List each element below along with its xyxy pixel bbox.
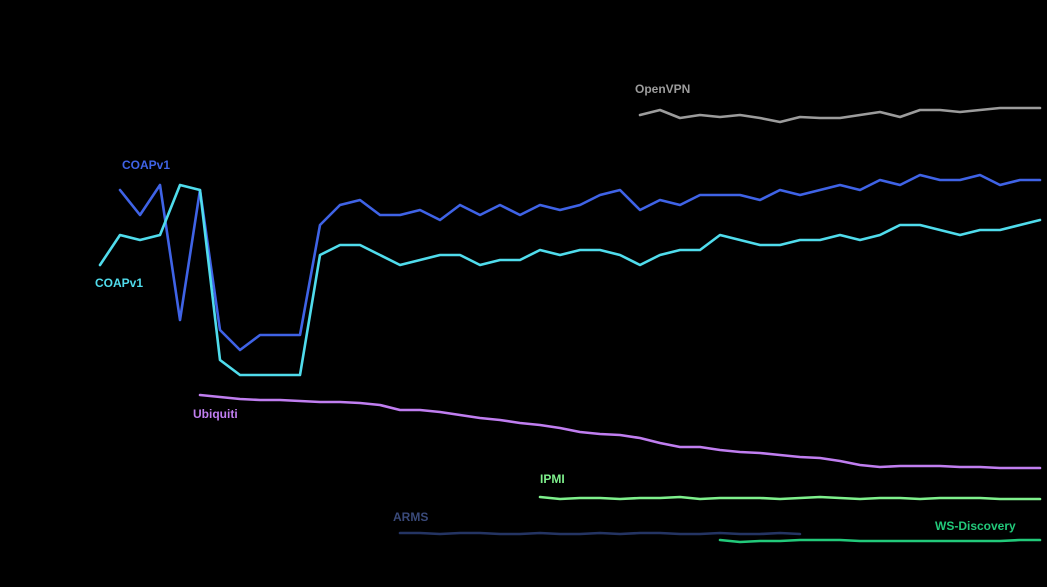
series-label: OpenVPN [635, 82, 690, 96]
series-line [718, 538, 1042, 544]
series-line [538, 495, 1042, 501]
series-label: Ubiquiti [193, 407, 238, 421]
series-line [118, 173, 1042, 352]
series-label: WS-Discovery [935, 519, 1016, 533]
series-line [98, 183, 1042, 377]
series-line [638, 106, 1042, 124]
series-label: COAPv1 [122, 158, 170, 172]
series-label: COAPv1 [95, 276, 143, 290]
series-label: ARMS [393, 510, 428, 524]
series-line [198, 393, 1042, 470]
series-line [398, 531, 802, 536]
series-label: IPMI [540, 472, 565, 486]
